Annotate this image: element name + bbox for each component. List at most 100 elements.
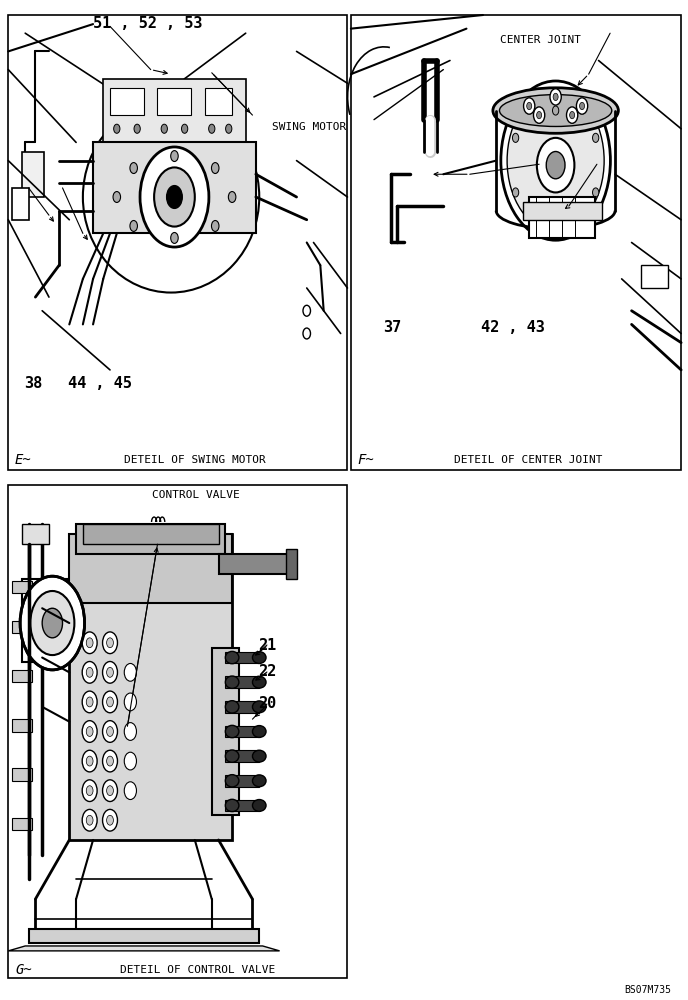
Circle shape [303,305,310,316]
Ellipse shape [252,750,266,762]
Bar [22,524,49,544]
Circle shape [82,809,97,831]
Circle shape [513,188,519,197]
Circle shape [171,232,178,243]
Bar [8,485,347,978]
Circle shape [82,750,97,772]
Circle shape [107,727,114,736]
Circle shape [107,786,114,796]
Bar [351,15,681,470]
Circle shape [113,192,120,202]
Circle shape [82,691,97,713]
Ellipse shape [499,95,612,126]
Text: 38: 38 [24,376,42,391]
Circle shape [82,661,97,683]
Circle shape [527,102,532,110]
Circle shape [82,721,97,742]
Bar [12,768,32,781]
Circle shape [161,124,167,133]
Bar [12,719,32,732]
Circle shape [537,111,541,119]
Circle shape [86,727,93,736]
Text: 22: 22 [258,664,276,680]
Text: E~: E~ [15,453,32,467]
Bar [219,554,293,574]
Circle shape [86,756,93,766]
Circle shape [134,124,140,133]
Text: 44 , 45: 44 , 45 [68,376,131,391]
Bar [110,88,144,115]
Bar [29,929,259,943]
Circle shape [103,780,118,802]
Circle shape [114,124,120,133]
Circle shape [82,632,97,654]
Bar [226,800,259,811]
Bar [93,142,256,233]
Circle shape [107,756,114,766]
Text: DETEIL OF CENTER JOINT: DETEIL OF CENTER JOINT [454,455,603,465]
Circle shape [103,632,118,654]
Circle shape [107,638,114,648]
Circle shape [579,102,585,110]
Bar [22,151,44,197]
Text: 20: 20 [258,696,276,712]
Bar [76,524,226,554]
Circle shape [86,786,93,796]
Circle shape [553,93,558,101]
Circle shape [228,192,236,202]
Bar [212,648,239,815]
Circle shape [592,133,599,142]
Ellipse shape [226,775,239,787]
Circle shape [226,124,232,133]
Bar [205,88,232,115]
Text: G~: G~ [15,963,32,977]
Bar [69,534,232,840]
Bar [286,549,297,579]
Circle shape [125,752,136,770]
Circle shape [552,215,559,224]
Circle shape [533,107,545,123]
Text: 51 , 52 , 53: 51 , 52 , 53 [93,15,203,30]
Circle shape [107,815,114,825]
Text: 42 , 43: 42 , 43 [481,320,544,336]
Circle shape [103,721,118,742]
Text: 21: 21 [258,638,276,652]
Circle shape [86,697,93,707]
Circle shape [501,81,610,240]
Bar [22,579,69,662]
Bar [158,88,191,115]
Polygon shape [8,946,279,951]
Circle shape [570,111,574,119]
Ellipse shape [252,775,266,787]
Text: BS07M735: BS07M735 [624,985,671,995]
Circle shape [107,667,114,677]
Circle shape [592,188,599,197]
Circle shape [86,667,93,677]
Ellipse shape [493,88,619,133]
Circle shape [154,167,195,227]
Bar [641,265,668,288]
Circle shape [211,163,219,174]
Bar [12,621,32,633]
Bar [12,581,32,593]
Circle shape [130,163,138,174]
Ellipse shape [252,726,266,737]
Circle shape [166,186,182,208]
Circle shape [82,780,97,802]
Circle shape [103,691,118,713]
Bar [103,79,246,142]
Circle shape [42,608,63,638]
Circle shape [577,98,588,114]
Bar [69,534,232,603]
Bar [523,202,602,220]
Bar [226,726,259,737]
Circle shape [125,693,136,711]
Bar [226,676,259,688]
Circle shape [171,151,178,162]
Ellipse shape [226,799,239,812]
Bar [226,750,259,762]
Text: SWING MOTOR: SWING MOTOR [272,122,346,132]
Bar [12,670,32,682]
Bar [8,15,347,470]
Ellipse shape [252,676,266,688]
